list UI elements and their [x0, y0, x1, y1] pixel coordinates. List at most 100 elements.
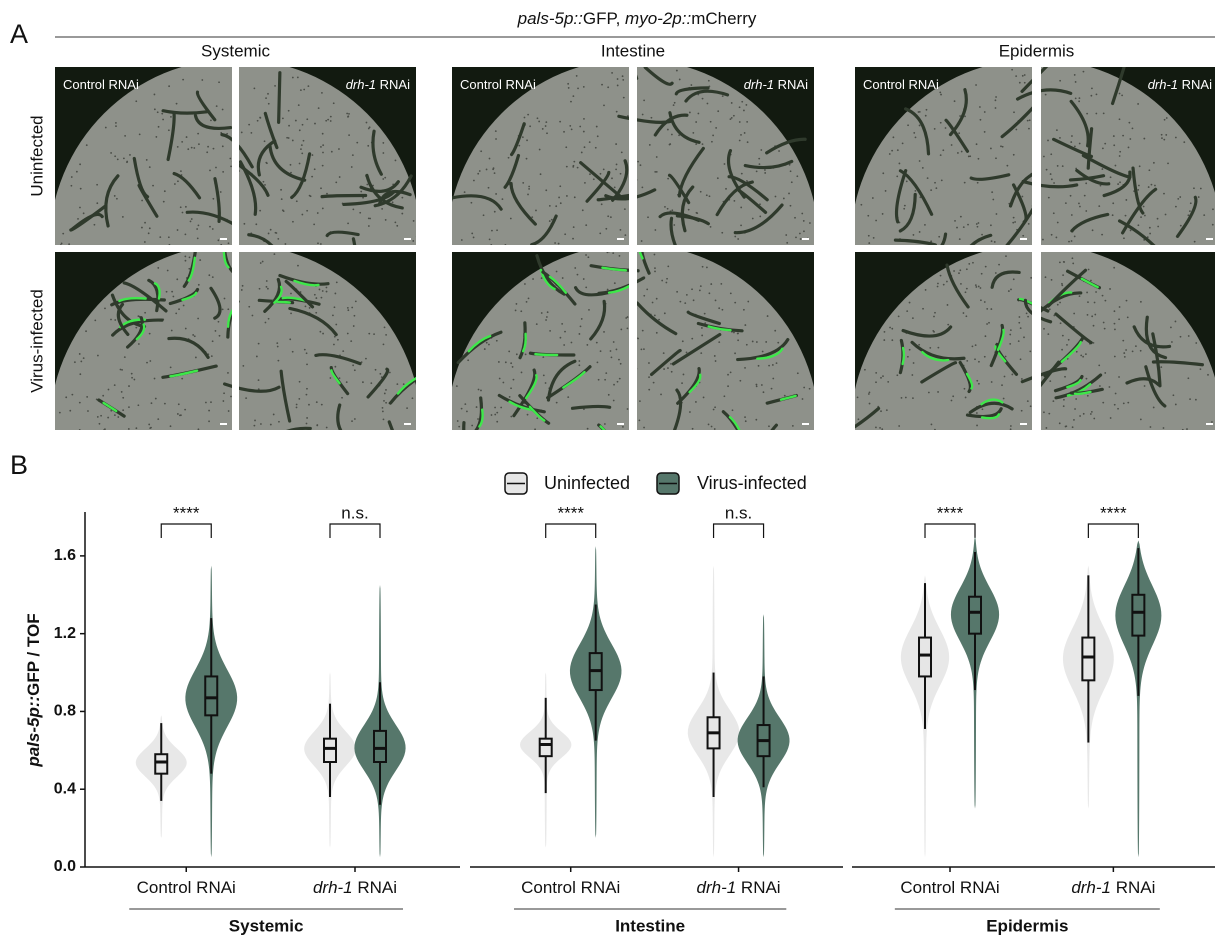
speck	[103, 429, 105, 431]
speck	[656, 298, 658, 300]
speck	[913, 234, 915, 236]
speck	[59, 412, 61, 414]
speck	[1034, 116, 1036, 118]
speck	[541, 312, 543, 314]
speck	[587, 256, 589, 258]
speck	[718, 341, 720, 343]
speck	[689, 112, 691, 114]
speck	[258, 343, 260, 345]
speck	[603, 105, 605, 107]
speck	[1163, 427, 1165, 429]
speck	[315, 312, 317, 314]
speck	[731, 102, 733, 104]
speck	[383, 419, 385, 421]
speck	[1105, 300, 1107, 302]
speck	[574, 196, 576, 198]
speck	[977, 182, 979, 184]
speck	[292, 77, 294, 79]
speck	[918, 111, 920, 113]
speck	[696, 212, 698, 214]
speck	[963, 312, 965, 314]
speck	[648, 376, 650, 378]
speck	[309, 307, 311, 309]
speck	[1032, 165, 1034, 167]
speck	[1195, 399, 1197, 401]
speck	[1140, 301, 1142, 303]
speck	[218, 321, 220, 323]
speck	[1112, 214, 1114, 216]
image-label: Control RNAi	[460, 77, 536, 92]
speck	[158, 126, 160, 128]
speck	[1195, 342, 1197, 344]
speck	[616, 164, 618, 166]
speck	[515, 310, 517, 312]
speck	[1140, 419, 1142, 421]
text-part: Control RNAi	[460, 77, 536, 92]
speck	[373, 333, 375, 335]
speck	[898, 425, 900, 427]
speck	[630, 203, 632, 205]
speck	[995, 272, 997, 274]
speck	[684, 302, 686, 304]
speck	[215, 167, 217, 169]
speck	[184, 256, 186, 258]
facet-title: Intestine	[615, 916, 685, 935]
speck	[1026, 312, 1028, 314]
speck	[148, 424, 150, 426]
speck	[473, 180, 475, 182]
speck	[505, 361, 507, 363]
speck	[209, 170, 211, 172]
speck	[536, 323, 538, 325]
speck	[964, 388, 966, 390]
speck	[303, 89, 305, 91]
speck	[277, 360, 279, 362]
speck	[342, 350, 344, 352]
speck	[1110, 176, 1112, 178]
speck	[882, 213, 884, 215]
speck	[679, 301, 681, 303]
speck	[545, 319, 547, 321]
speck	[1087, 395, 1089, 397]
speck	[1137, 103, 1139, 105]
speck	[71, 176, 73, 178]
speck	[667, 208, 669, 210]
speck	[607, 289, 609, 291]
speck	[977, 226, 979, 228]
speck	[171, 330, 173, 332]
y-tick-label: 0.8	[54, 703, 76, 720]
speck	[927, 177, 929, 179]
speck	[510, 387, 512, 389]
speck	[522, 136, 524, 138]
speck	[528, 297, 530, 299]
speck	[934, 182, 936, 184]
speck	[227, 308, 229, 310]
speck	[667, 129, 669, 131]
image-pair	[837, 244, 1215, 616]
speck	[585, 224, 587, 226]
speck	[765, 341, 767, 343]
column-header: Intestine	[601, 41, 665, 60]
speck	[370, 382, 372, 384]
speck	[739, 380, 741, 382]
speck	[527, 194, 529, 196]
speck	[954, 100, 956, 102]
text-part: GFP / TOF	[24, 613, 43, 696]
speck	[341, 397, 343, 399]
speck	[1180, 225, 1182, 227]
speck	[150, 427, 152, 429]
speck	[641, 187, 643, 189]
speck	[792, 425, 794, 427]
speck	[1104, 328, 1106, 330]
speck	[268, 103, 270, 105]
speck	[320, 146, 322, 148]
speck	[162, 119, 164, 121]
speck	[491, 414, 493, 416]
speck	[639, 400, 641, 402]
speck	[598, 379, 600, 381]
speck	[168, 129, 170, 131]
speck	[234, 345, 236, 347]
speck	[212, 340, 214, 342]
speck	[775, 196, 777, 198]
speck	[1051, 234, 1053, 236]
speck	[1212, 224, 1214, 226]
